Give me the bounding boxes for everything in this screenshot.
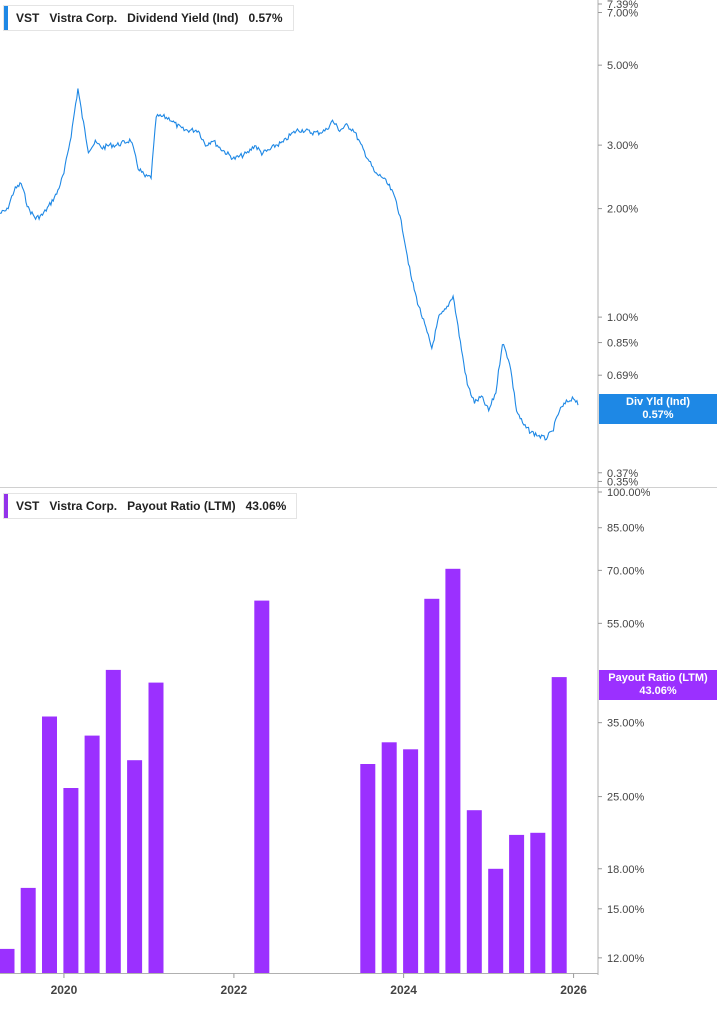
y-tick-label-top: 5.00% [607,60,638,72]
y-tick-label-bottom: 35.00% [607,718,645,730]
bar-payout-ratio [127,760,143,973]
legend-payout-ratio: VST Vistra Corp. Payout Ratio (LTM) 43.0… [3,493,298,519]
y-tick-label-top: 0.69% [607,370,638,382]
legend-ticker: VST [16,11,40,25]
y-tick-label-bottom: 25.00% [607,792,645,804]
bar-payout-ratio [42,716,57,973]
bar-payout-ratio [381,742,397,973]
y-tick-label-top: 2.00% [607,204,638,216]
tag-label: Div Yld (Ind) [626,396,690,408]
y-tick-label-top: 0.85% [607,338,638,350]
legend-company: Vistra Corp. [49,11,118,25]
bar-payout-ratio [63,788,79,973]
series-line-dividend-yield [0,88,579,441]
bar-payout-ratio [466,810,482,973]
tag-value: 0.57% [642,409,674,421]
bar-payout-ratio [445,568,461,973]
y-tick-label-bottom: 15.00% [607,904,645,916]
y-tick-label-top: 3.00% [607,140,638,152]
x-tick-label: 2024 [390,983,417,997]
y-tick-label-top: 7.00% [607,7,638,19]
legend-metric: Payout Ratio (LTM) [127,499,236,513]
bar-payout-ratio [105,669,121,973]
legend-metric: Dividend Yield (Ind) [127,11,239,25]
current-value-tag-payout-ratio: Payout Ratio (LTM) 43.06% [599,670,717,700]
y-tick-label-top: 1.00% [607,312,638,324]
y-tick-label-bottom: 55.00% [607,618,645,630]
bar-payout-ratio [403,749,419,973]
bar-payout-ratio [0,948,15,973]
y-tick-label-bottom: 18.00% [607,864,645,876]
bar-payout-ratio [488,868,504,973]
bar-payout-ratio [530,832,546,973]
y-tick-label-top: 0.37% [607,468,638,480]
bar-payout-ratio [360,764,376,973]
bar-payout-ratio [509,834,525,973]
bar-payout-ratio [148,682,164,973]
legend-value: 0.57% [248,11,283,25]
y-tick-label-bottom: 85.00% [607,523,645,535]
tag-value: 43.06% [639,685,677,697]
bar-payout-ratio [551,677,567,973]
bar-payout-ratio [254,600,270,973]
y-tick-label-bottom: 70.00% [607,565,645,577]
y-tick-label-top: 0.35% [607,476,638,488]
legend-swatch-payout-ratio [4,494,8,518]
legend-swatch-dividend-yield [4,6,8,30]
bar-payout-ratio [20,887,36,973]
legend-dividend-yield: VST Vistra Corp. Dividend Yield (Ind) 0.… [3,5,294,31]
legend-value: 43.06% [245,499,287,513]
x-tick-label: 2022 [221,983,248,997]
y-tick-label-bottom: 100.00% [607,487,651,499]
x-tick-label: 2026 [560,983,587,997]
current-value-tag-dividend-yield: Div Yld (Ind) 0.57% [599,394,717,424]
bar-payout-ratio [84,735,100,973]
legend-ticker: VST [16,499,40,513]
bar-payout-ratio [424,598,440,973]
y-tick-label-bottom: 12.00% [607,953,645,965]
x-tick-label: 2020 [51,983,78,997]
tag-label: Payout Ratio (LTM) [608,672,708,684]
legend-company: Vistra Corp. [49,499,118,513]
y-tick-label-top: 7.39% [607,0,638,11]
